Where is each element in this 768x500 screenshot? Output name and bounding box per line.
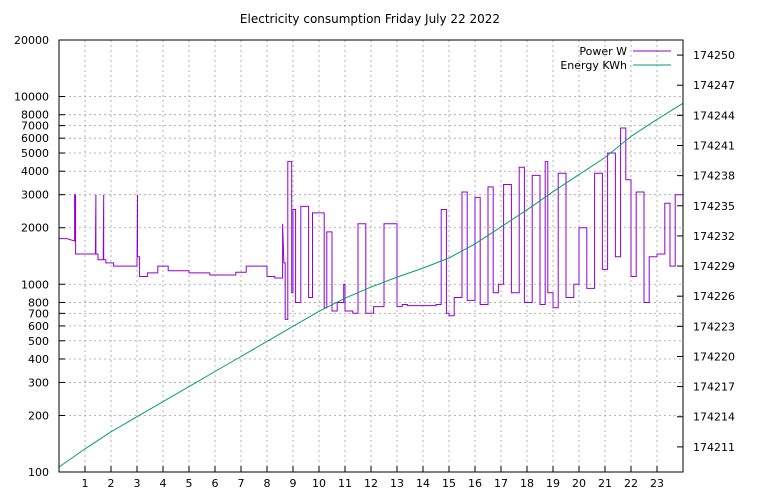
- x-tick-label: 9: [290, 477, 297, 490]
- y-tick-label: 6000: [21, 132, 49, 145]
- y-tick-label: 100: [28, 466, 49, 479]
- x-tick-label: 8: [264, 477, 271, 490]
- y-tick-label: 200: [28, 409, 49, 422]
- y-tick-label: 3000: [21, 189, 49, 202]
- y2-tick-label: 174214: [693, 411, 735, 424]
- x-tick-label: 3: [134, 477, 141, 490]
- y-tick-label: 800: [28, 296, 49, 309]
- y-tick-label: 1000: [21, 278, 49, 291]
- x-tick-label: 12: [364, 477, 378, 490]
- x-tick-label: 5: [186, 477, 193, 490]
- y-tick-label: 400: [28, 353, 49, 366]
- x-tick-label: 21: [598, 477, 612, 490]
- y2-tick-label: 174241: [693, 139, 735, 152]
- legend-label-power: Power W: [579, 45, 627, 58]
- legend: Power W Energy KWh: [560, 45, 671, 72]
- x-tick-label: 2: [108, 477, 115, 490]
- legend-label-energy: Energy KWh: [560, 59, 627, 72]
- y-tick-label: 10000: [14, 91, 49, 104]
- x-tick-label: 10: [312, 477, 326, 490]
- x-tick-label: 20: [572, 477, 586, 490]
- x-tick-label: 11: [338, 477, 352, 490]
- x-tick-label: 6: [212, 477, 219, 490]
- chart-title: Electricity consumption Friday July 22 2…: [240, 12, 500, 26]
- x-tick-label: 19: [546, 477, 560, 490]
- x-tick-label: 17: [494, 477, 508, 490]
- y2-tick-label: 174211: [693, 441, 735, 454]
- x-tick-label: 16: [468, 477, 482, 490]
- y-tick-label: 5000: [21, 147, 49, 160]
- x-tick-label: 1: [82, 477, 89, 490]
- x-tick-label: 4: [160, 477, 167, 490]
- series-lines: [58, 102, 684, 468]
- x-tick-label: 7: [238, 477, 245, 490]
- y-tick-label: 700: [28, 307, 49, 320]
- x-tick-label: 15: [442, 477, 456, 490]
- plot-frame: [58, 39, 684, 473]
- y-tick-label: 500: [28, 335, 49, 348]
- y2-tick-label: 174220: [693, 350, 735, 363]
- y2-tick-label: 174232: [693, 230, 735, 243]
- y2-tick-label: 174247: [693, 79, 735, 92]
- y-tick-label: 4000: [21, 165, 49, 178]
- y-tick-label: 2000: [21, 222, 49, 235]
- y-tick-label: 8000: [21, 109, 49, 122]
- series-line-power: [59, 127, 683, 320]
- y-tick-label: 600: [28, 320, 49, 333]
- x-tick-label: 18: [520, 477, 534, 490]
- x-tick-label: 22: [624, 477, 638, 490]
- x-tick-label: 13: [390, 477, 404, 490]
- y2-tick-label: 174223: [693, 320, 735, 333]
- y-tick-label: 300: [28, 376, 49, 389]
- y2-tick-label: 174229: [693, 260, 735, 273]
- y-tick-label: 20000: [14, 34, 49, 47]
- y2-tick-label: 174217: [693, 381, 735, 394]
- y-tick-label: 7000: [21, 120, 49, 133]
- y2-tick-label: 174226: [693, 290, 735, 303]
- y2-tick-label: 174235: [693, 200, 735, 213]
- y2-tick-label: 174238: [693, 170, 735, 183]
- x-tick-label: 14: [416, 477, 430, 490]
- axis-ticks: 1 2 3 4 5 6 7 8 9 10 11 12 13 14 15 16 17 18 19 20 21 22 23100…: [14, 34, 735, 490]
- series-line-energy: [58, 102, 684, 468]
- x-tick-label: 23: [650, 477, 664, 490]
- y2-tick-label: 174250: [693, 49, 735, 62]
- y2-tick-label: 174244: [693, 109, 735, 122]
